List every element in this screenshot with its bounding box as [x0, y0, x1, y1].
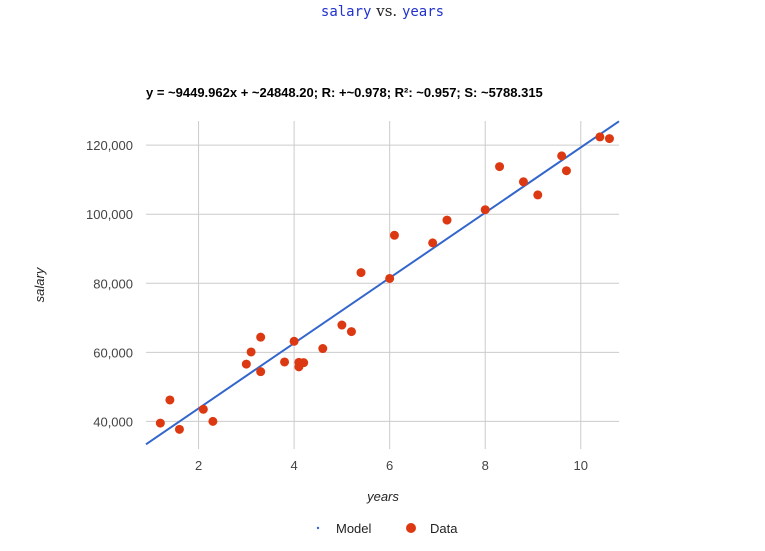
x-tick-label: 10 [574, 458, 588, 473]
data-point [389, 230, 399, 240]
data-point [595, 132, 605, 142]
page-title: salary vs. years [0, 2, 765, 20]
y-tick-label: 60,000 [93, 345, 133, 360]
data-point [174, 424, 184, 434]
data-point [256, 367, 266, 377]
data-point [256, 332, 266, 342]
data-point [480, 205, 490, 215]
data-point [356, 268, 366, 278]
y-tick-label: 80,000 [93, 276, 133, 291]
data-point [241, 359, 251, 369]
data-point [533, 190, 543, 200]
data-point [346, 327, 356, 337]
data-point [198, 404, 208, 414]
data-point [428, 238, 438, 248]
chart-subtitle-equation: y = ~9449.962x + ~24848.20; R: +~0.978; … [146, 85, 543, 100]
y-tick-label: 120,000 [86, 138, 133, 153]
data-point [557, 151, 567, 161]
model-regression-line [145, 120, 620, 446]
y-tick-label: 100,000 [86, 207, 133, 222]
data-point [561, 166, 571, 176]
x-axis-title: years [366, 489, 399, 504]
x-axis-ticks: 2 4 6 8 10 [195, 458, 588, 473]
x-tick-label: 4 [290, 458, 297, 473]
data-point [495, 162, 505, 172]
y-axis-title: salary [32, 266, 47, 302]
data-point [208, 416, 218, 426]
legend: Model Data [316, 521, 458, 536]
x-tick-label: 2 [195, 458, 202, 473]
legend-data-marker [406, 523, 416, 533]
x-tick-label: 6 [386, 458, 393, 473]
data-point [318, 344, 328, 354]
model-line-group [145, 120, 620, 446]
data-point [246, 347, 256, 357]
data-point [165, 395, 175, 405]
data-point [604, 134, 614, 144]
data-point [518, 177, 528, 187]
title-vs-text: vs. [371, 2, 402, 20]
x-tick-label: 8 [482, 458, 489, 473]
data-point [337, 320, 347, 330]
y-axis-ticks: 40,000 60,000 80,000 100,000 120,000 [86, 138, 133, 429]
legend-model-marker [316, 526, 320, 530]
data-point [299, 358, 309, 368]
data-points-group [155, 132, 614, 434]
title-y-variable: salary [320, 4, 372, 20]
title-x-variable: years [401, 4, 445, 20]
legend-data-label: Data [430, 521, 458, 536]
data-point [442, 215, 452, 225]
data-point [155, 418, 165, 428]
data-point [289, 336, 299, 346]
data-point [280, 357, 290, 367]
y-tick-label: 40,000 [93, 414, 133, 429]
data-point [385, 273, 395, 283]
legend-model-label: Model [336, 521, 372, 536]
